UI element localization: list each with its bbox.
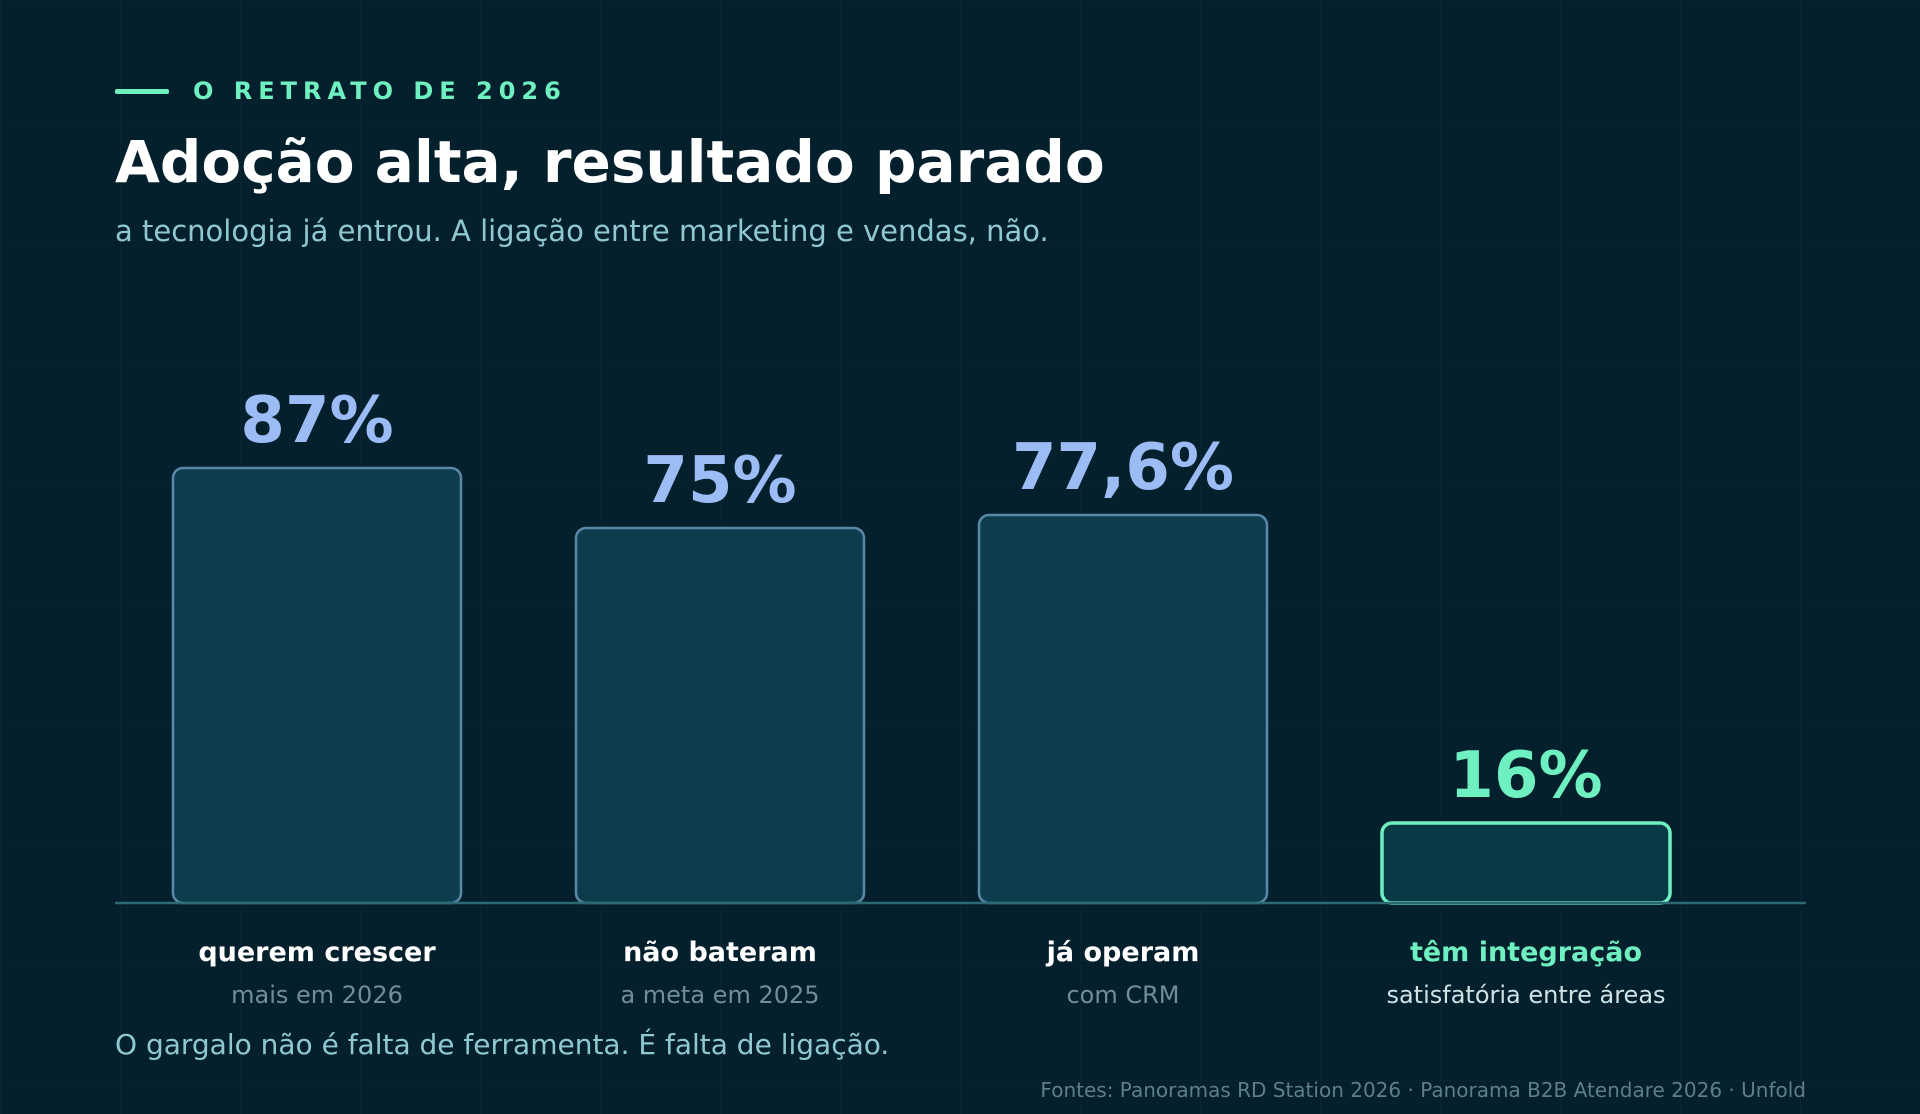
page-subtitle: a tecnologia já entrou. A ligação entre … [115,214,1049,248]
kicker-label: O RETRATO DE 2026 [193,77,567,105]
kicker-accent-line [115,88,169,94]
bar [574,526,866,905]
category-label: têm integração [1410,937,1642,968]
bar-value-label: 87% [240,384,393,458]
category-sublabel: com CRM [1066,981,1179,1009]
bar [171,466,463,905]
bar [977,513,1269,905]
bar [1380,821,1672,905]
bar-value-label: 77,6% [1012,431,1234,505]
category-sublabel: a meta em 2025 [620,981,819,1009]
footnote: O gargalo não é falta de ferramenta. É f… [115,1028,890,1061]
category-label: não bateram [623,937,817,968]
bar-value-label: 75% [643,444,796,518]
category-sublabel: satisfatória entre áreas [1386,981,1665,1009]
page-title: Adoção alta, resultado parado [115,128,1105,196]
category-label: já operam [1046,937,1200,968]
category-sublabel: mais em 2026 [231,981,403,1009]
bar-value-label: 16% [1449,739,1602,813]
category-label: querem crescer [198,937,436,968]
sources-credit: Fontes: Panoramas RD Station 2026 · Pano… [1040,1078,1806,1102]
kicker: O RETRATO DE 2026 [115,76,567,106]
